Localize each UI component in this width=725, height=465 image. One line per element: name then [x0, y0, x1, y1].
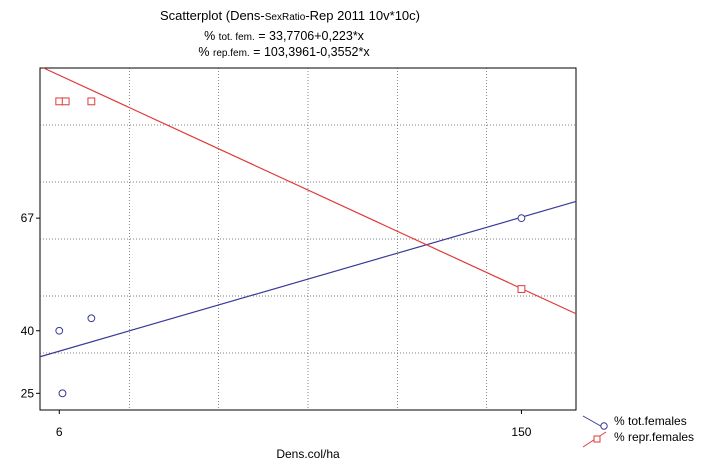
- x-tick-label: 6: [56, 425, 63, 439]
- data-point-square: [61, 97, 70, 106]
- legend-square-marker-icon: [593, 435, 601, 443]
- data-point-square: [87, 97, 96, 106]
- x-tick-label: 150: [511, 425, 531, 439]
- legend-label-repr-females: % repr.females: [614, 430, 694, 444]
- legend: % tot.females % repr.females: [582, 414, 694, 448]
- fit-lines: [39, 67, 577, 358]
- axis-ticks: 6 150 25 40 67: [21, 211, 532, 439]
- legend-label-tot-females: % tot.females: [614, 414, 687, 428]
- y-tick-label: 67: [21, 211, 35, 225]
- data-point-circle: [58, 389, 67, 398]
- equation-repr-females: % rep.fem. = 103,3961-0,3552*x: [198, 45, 370, 59]
- fit-line: [43, 67, 577, 315]
- y-tick-label: 25: [21, 386, 35, 400]
- legend-item-tot-females: % tot.females: [582, 414, 687, 430]
- data-point-square: [517, 285, 526, 293]
- legend-circle-marker-icon: [600, 422, 608, 430]
- fit-line: [39, 200, 577, 358]
- data-point-circle: [55, 326, 64, 335]
- legend-item-repr-females: % repr.females: [582, 430, 694, 448]
- data-point-circle: [87, 314, 96, 323]
- data-point-square: [55, 97, 64, 106]
- data-points: [55, 97, 526, 398]
- chart-title: Scatterplot (Dens-SexRatio-Rep 2011 10v*…: [160, 8, 420, 23]
- equation-tot-females: % tot. fem. = 33,7706+0,223*x: [204, 29, 365, 43]
- grid-lines: [40, 68, 576, 410]
- data-point-circle: [517, 214, 526, 223]
- y-tick-label: 40: [21, 324, 35, 338]
- x-axis-label: Dens.col/ha: [276, 447, 340, 461]
